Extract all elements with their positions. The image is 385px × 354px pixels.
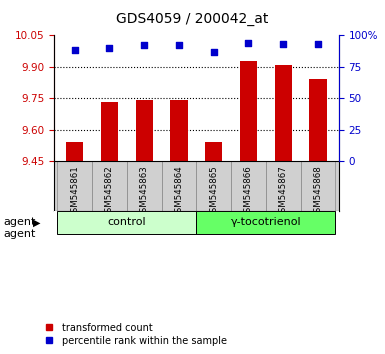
Text: GSM545863: GSM545863 [140,165,149,218]
Legend: transformed count, percentile rank within the sample: transformed count, percentile rank withi… [40,323,227,346]
Bar [240,61,257,161]
Point [141,42,147,48]
Bar [196,211,335,234]
Point [72,48,78,53]
Text: GSM545866: GSM545866 [244,165,253,218]
Bar [127,161,162,211]
Text: GSM545861: GSM545861 [70,165,79,218]
Text: ▶: ▶ [33,217,40,228]
Bar [301,161,335,211]
Text: agent: agent [4,217,36,228]
Point [280,41,286,47]
Text: agent: agent [4,229,36,239]
Bar [231,161,266,211]
Text: GSM545862: GSM545862 [105,165,114,218]
Text: GDS4059 / 200042_at: GDS4059 / 200042_at [116,12,269,27]
Bar [57,161,92,211]
Text: control: control [107,217,146,228]
Text: GSM545865: GSM545865 [209,165,218,218]
Bar [309,79,326,161]
Bar [162,161,196,211]
Text: GSM545868: GSM545868 [313,165,323,218]
Point [176,42,182,48]
Bar [170,100,187,161]
Text: GSM545864: GSM545864 [174,165,184,218]
Bar [66,142,84,161]
Point [211,49,217,55]
Point [315,41,321,47]
Point [106,45,112,51]
Text: γ-tocotrienol: γ-tocotrienol [231,217,301,228]
Bar [136,100,153,161]
Point [245,40,251,46]
Bar [266,161,301,211]
Bar [101,102,118,161]
Bar [57,211,196,234]
Bar [196,161,231,211]
Bar [275,65,292,161]
Bar [92,161,127,211]
Text: GSM545867: GSM545867 [279,165,288,218]
Bar [205,142,223,161]
